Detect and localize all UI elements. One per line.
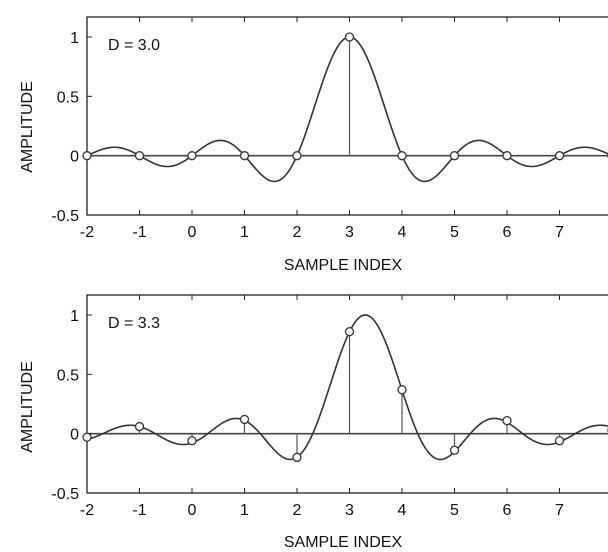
ticks-bottom — [86, 295, 608, 494]
x-tick-label: 1 — [240, 502, 249, 519]
x-tick-label: 3 — [345, 502, 354, 519]
x-tick-label: 7 — [555, 502, 564, 519]
annotation-top: D = 3.0 — [108, 37, 160, 54]
sample-marker — [239, 151, 250, 161]
curve-bottom — [86, 314, 608, 461]
x-tick-labels-bottom: -2-1012345678 — [80, 502, 608, 519]
y-tick-label: 0.5 — [57, 89, 79, 106]
y-axis-title-top: AMPLITUDE — [19, 81, 36, 173]
sample-marker — [554, 151, 565, 161]
y-tick-label: 1 — [70, 30, 79, 47]
x-tick-label: 3 — [345, 224, 354, 241]
x-tick-label: 0 — [188, 224, 197, 241]
curve-top — [86, 36, 608, 183]
x-tick-label: 6 — [503, 224, 512, 241]
sample-marker — [292, 452, 302, 463]
y-axis-title-bottom: AMPLITUDE — [19, 361, 36, 453]
x-tick-label: -2 — [80, 224, 94, 241]
x-tick-label: -1 — [132, 224, 146, 241]
sample-marker — [502, 415, 512, 426]
x-tick-label: 0 — [188, 502, 197, 519]
sample-marker — [82, 432, 92, 442]
y-tick-label: 0.5 — [57, 367, 79, 384]
sample-marker — [134, 421, 145, 432]
sample-marker — [449, 445, 460, 455]
sample-marker — [344, 326, 355, 337]
sample-marker — [344, 32, 355, 42]
x-tick-label: -2 — [80, 502, 94, 519]
x-tick-label: 6 — [503, 502, 512, 519]
plot-frame-bottom — [86, 294, 608, 494]
markers-top — [82, 32, 608, 161]
sample-marker — [502, 151, 512, 161]
annotation-bottom: D = 3.3 — [108, 315, 160, 332]
sample-marker — [292, 151, 302, 161]
x-tick-label: 1 — [240, 224, 249, 241]
chart-bottom: -2-1012345678 -0.500.51 D = 3.3 SAMPLE I… — [19, 294, 608, 551]
y-tick-label: 0 — [70, 427, 79, 444]
x-tick-label: 7 — [555, 224, 564, 241]
y-tick-label: 0 — [70, 149, 79, 166]
y-tick-labels-top: -0.5 0 0.5 1 — [51, 30, 79, 225]
x-axis-title-bottom: SAMPLE INDEX — [284, 534, 403, 551]
sample-marker — [239, 414, 250, 425]
sinc-curve — [86, 36, 608, 183]
sample-marker — [449, 151, 460, 161]
x-tick-label: 5 — [450, 502, 459, 519]
plot-frame-top — [86, 16, 608, 216]
markers-bottom — [82, 326, 608, 463]
y-tick-label: -0.5 — [51, 208, 79, 225]
y-tick-labels-bottom: -0.5 0 0.5 1 — [51, 308, 79, 503]
x-tick-label: 5 — [450, 224, 459, 241]
x-tick-label: 2 — [293, 224, 302, 241]
x-tick-label: 2 — [293, 502, 302, 519]
y-tick-label: 1 — [70, 308, 79, 325]
sample-marker — [82, 151, 92, 161]
x-tick-label: 4 — [398, 224, 407, 241]
stems-top — [348, 37, 351, 156]
y-tick-label: -0.5 — [51, 486, 79, 503]
x-axis-title-top: SAMPLE INDEX — [284, 257, 403, 274]
sinc-curve — [86, 314, 608, 461]
x-tick-label: -1 — [132, 502, 146, 519]
sample-marker — [554, 436, 565, 446]
x-tick-labels-top: -2-1012345678 — [80, 224, 608, 241]
chart-top: -2-1012345678 -0.500.51 D = 3.0 SAMPLE I… — [19, 16, 608, 274]
sample-marker — [134, 151, 145, 161]
sample-marker — [187, 436, 197, 446]
sample-marker — [187, 151, 197, 161]
ticks-top — [86, 17, 608, 216]
sample-marker — [397, 385, 407, 395]
x-tick-label: 4 — [398, 502, 407, 519]
sample-marker — [397, 151, 407, 161]
